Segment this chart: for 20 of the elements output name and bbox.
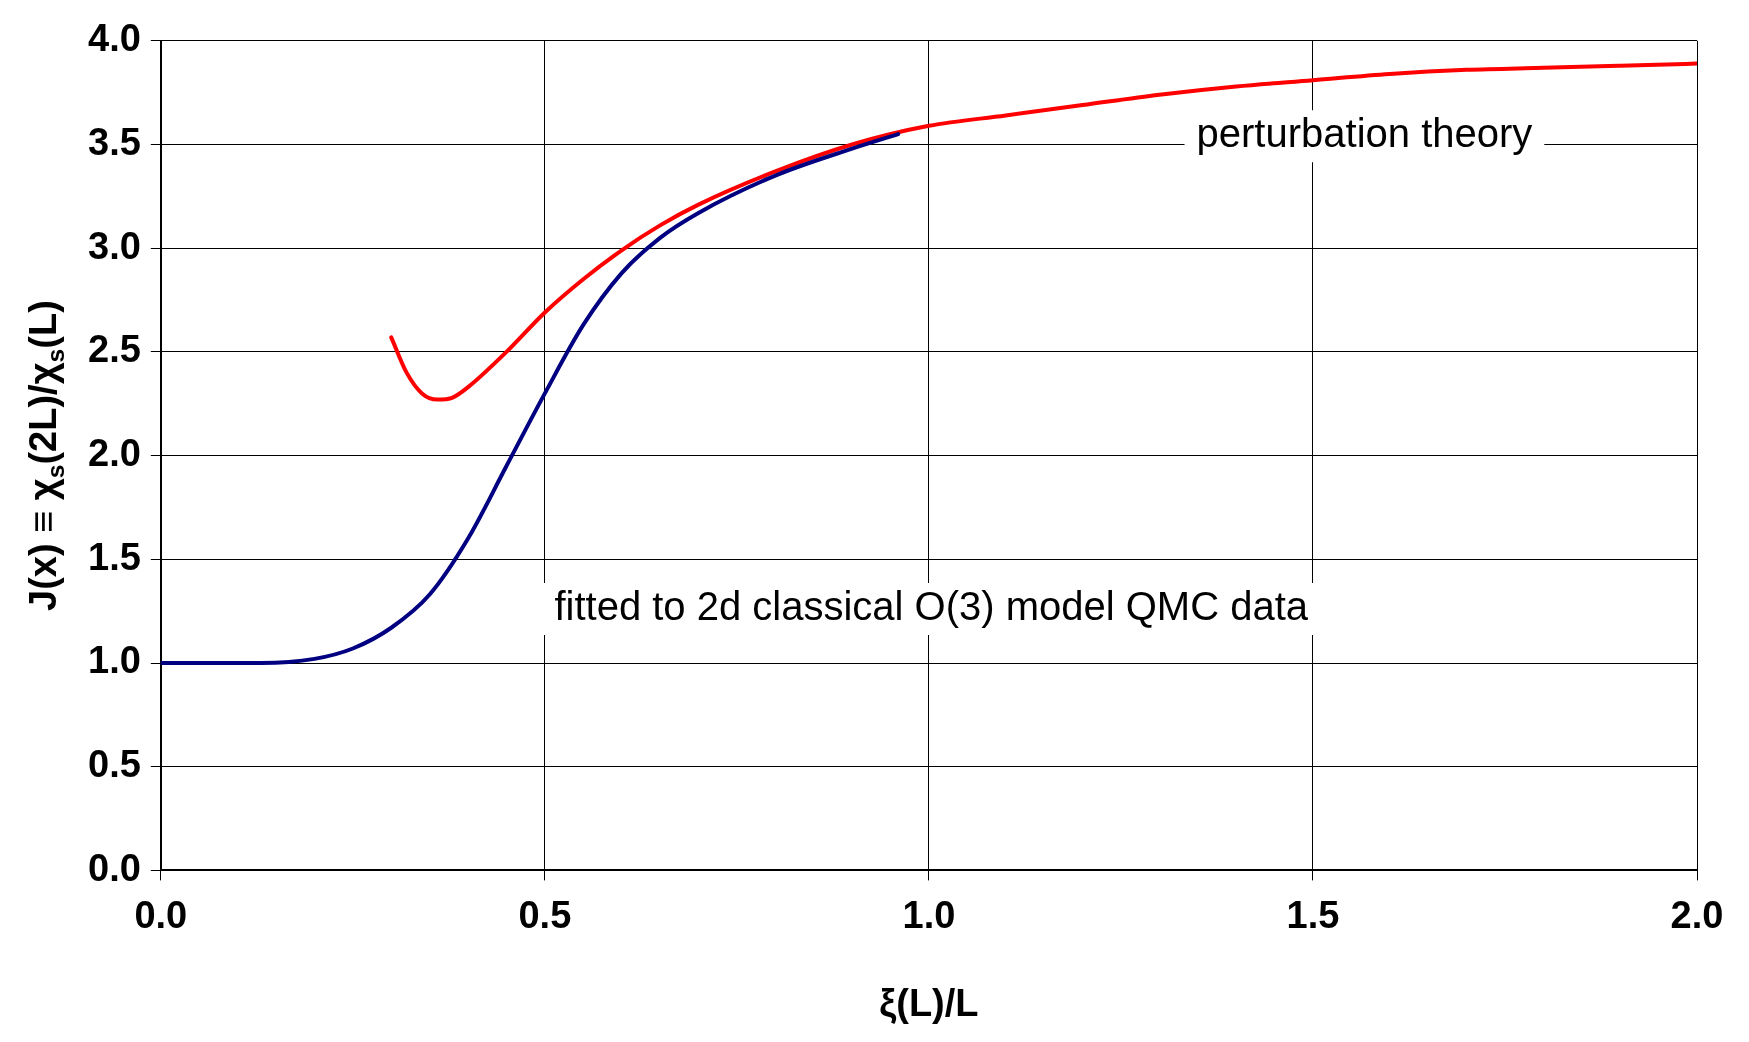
x-axis-title: ξ(L)/L xyxy=(879,982,979,1025)
y-tick-label: 2.5 xyxy=(88,328,141,371)
y-tick-label: 4.0 xyxy=(88,17,141,60)
x-tick-label: 1.0 xyxy=(902,893,956,936)
x-tick-label: 1.5 xyxy=(1286,893,1340,936)
line-series xyxy=(160,132,901,665)
x-tick-label: 0.0 xyxy=(134,893,188,936)
y-tick-label: 3.0 xyxy=(88,224,141,267)
x-tick-label: 0.5 xyxy=(518,893,572,936)
x-tick-label: 2.0 xyxy=(1670,893,1724,936)
y-axis-title: J(x) ≡ χs(2L)/χs(L) xyxy=(22,300,70,611)
annotation: fitted to 2d classical O(3) model QMC data xyxy=(554,584,1309,629)
y-tick-label: 0.0 xyxy=(88,846,141,889)
y-tick-label: 0.5 xyxy=(88,743,141,786)
y-tick-label: 1.5 xyxy=(88,535,141,578)
annotation: perturbation theory xyxy=(1196,111,1533,156)
y-tick-label: 3.5 xyxy=(88,120,141,163)
y-tick-label: 1.0 xyxy=(88,639,141,682)
y-tick-label: 2.0 xyxy=(88,432,141,475)
line-series xyxy=(389,61,1697,402)
